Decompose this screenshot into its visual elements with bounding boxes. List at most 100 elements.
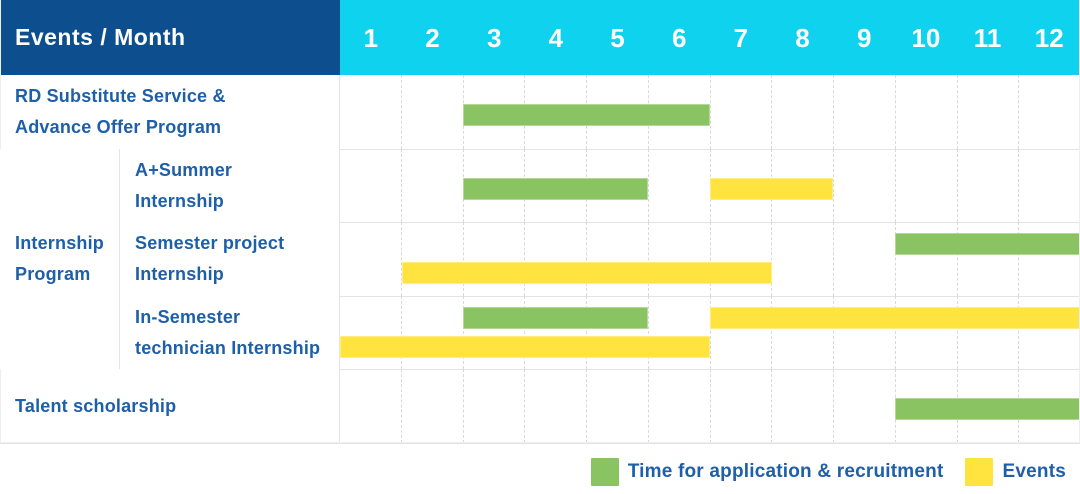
row-label-4: Talent scholarship <box>0 369 340 443</box>
month-cell <box>709 222 772 296</box>
legend-label-events: Events <box>1002 461 1066 482</box>
month-cell <box>1018 75 1080 149</box>
month-header-9: 9 <box>856 23 872 53</box>
month-cell <box>833 149 895 222</box>
month-cell <box>462 296 525 369</box>
row-divider <box>0 149 1080 150</box>
row-chart-area <box>340 369 1080 443</box>
month-header-6: 6 <box>671 23 687 53</box>
row-sublabel-1: A+Summer Internship <box>120 149 340 222</box>
gantt-row-1: A+Summer Internship <box>0 149 1080 223</box>
month-cell <box>647 296 710 369</box>
month-cell <box>400 75 463 149</box>
month-header-5: 5 <box>610 23 625 53</box>
month-cell <box>586 369 648 443</box>
month-cell <box>586 296 648 369</box>
month-cell <box>709 369 772 443</box>
month-cell <box>1018 149 1080 222</box>
month-cell <box>400 296 463 369</box>
month-cell <box>894 222 957 296</box>
gantt-row-4: Talent scholarship <box>0 369 1080 444</box>
row-divider <box>0 369 1080 370</box>
month-cell <box>894 149 957 222</box>
legend-label-application: Time for application & recruitment <box>627 461 944 482</box>
events-bar <box>710 307 1080 329</box>
month-cell <box>833 75 895 149</box>
month-header-8: 8 <box>795 23 810 53</box>
month-cell <box>400 222 463 296</box>
month-cell <box>400 149 463 222</box>
month-cell <box>586 222 648 296</box>
month-cell <box>709 149 772 222</box>
month-cell <box>771 369 833 443</box>
month-cell <box>462 75 525 149</box>
month-cell <box>956 75 1019 149</box>
events-month-header-cell: Events / Month <box>0 0 340 75</box>
month-cell <box>340 149 401 222</box>
month-header-3: 3 <box>486 23 502 53</box>
legend-swatch-events <box>965 458 994 486</box>
month-cell <box>462 369 525 443</box>
month-header-7: 7 <box>733 23 749 53</box>
row-sublabel-3: In-Semester technician Internship <box>120 296 340 369</box>
month-cell <box>647 369 710 443</box>
header-month-row: 1 2 3 4 5 6 7 8 9 10 11 12 <box>340 0 1080 75</box>
events-bar <box>710 178 834 200</box>
gantt-row-0: RD Substitute Service & Advance Offer Pro… <box>0 75 1080 150</box>
month-cell <box>462 149 525 222</box>
month-cell <box>709 75 772 149</box>
month-header-11: 11 <box>973 23 1002 53</box>
application-bar <box>463 104 710 126</box>
application-bar <box>895 398 1080 420</box>
month-cell <box>647 222 710 296</box>
row-divider <box>120 222 1080 223</box>
gantt-row-2: Semester project Internship <box>0 222 1080 297</box>
application-bar <box>463 307 649 329</box>
month-cell <box>956 296 1019 369</box>
row-divider <box>120 296 1080 297</box>
month-cell <box>340 75 401 149</box>
legend-swatch-application <box>590 458 619 486</box>
events-month-header-label: Events / Month <box>15 24 186 50</box>
row-chart-area <box>340 296 1080 369</box>
row-sublabel-2: Semester project Internship <box>120 222 340 296</box>
month-header-12: 12 <box>1034 23 1064 53</box>
month-cell <box>956 222 1019 296</box>
application-bar <box>463 178 649 200</box>
month-cell <box>709 296 772 369</box>
month-cell <box>894 296 957 369</box>
month-header-1: 1 <box>363 23 379 53</box>
month-cell <box>956 149 1019 222</box>
month-cell <box>340 369 401 443</box>
legend-item-application: Time for application & recruitment <box>590 458 944 486</box>
month-cell <box>894 75 957 149</box>
legend-item-events: Events <box>965 458 1066 486</box>
month-cell <box>1018 296 1080 369</box>
month-cell <box>524 369 586 443</box>
month-cell <box>833 369 895 443</box>
month-cell <box>1018 222 1080 296</box>
gantt-row-3: In-Semester technician Internship <box>0 296 1080 370</box>
month-header-10: 10 <box>911 23 941 53</box>
month-cell <box>340 222 401 296</box>
month-cell <box>771 222 833 296</box>
group-label-internship-program: Internship Program <box>0 149 120 369</box>
row-chart-area <box>340 222 1080 296</box>
month-cell <box>462 222 525 296</box>
row-label-0: RD Substitute Service & Advance Offer Pro… <box>0 75 340 149</box>
month-cell <box>524 222 586 296</box>
month-cell <box>340 296 401 369</box>
month-cell <box>771 296 833 369</box>
row-chart-area <box>340 149 1080 222</box>
chart-legend: Time for application & recruitment Events <box>0 452 1066 492</box>
month-cell <box>771 75 833 149</box>
month-cell <box>833 222 895 296</box>
month-cell <box>647 149 710 222</box>
month-header-4: 4 <box>548 23 564 53</box>
row-divider <box>0 443 1080 444</box>
month-cell <box>833 296 895 369</box>
month-header-2: 2 <box>425 23 440 53</box>
row-chart-area <box>340 75 1080 149</box>
application-bar <box>895 233 1080 255</box>
